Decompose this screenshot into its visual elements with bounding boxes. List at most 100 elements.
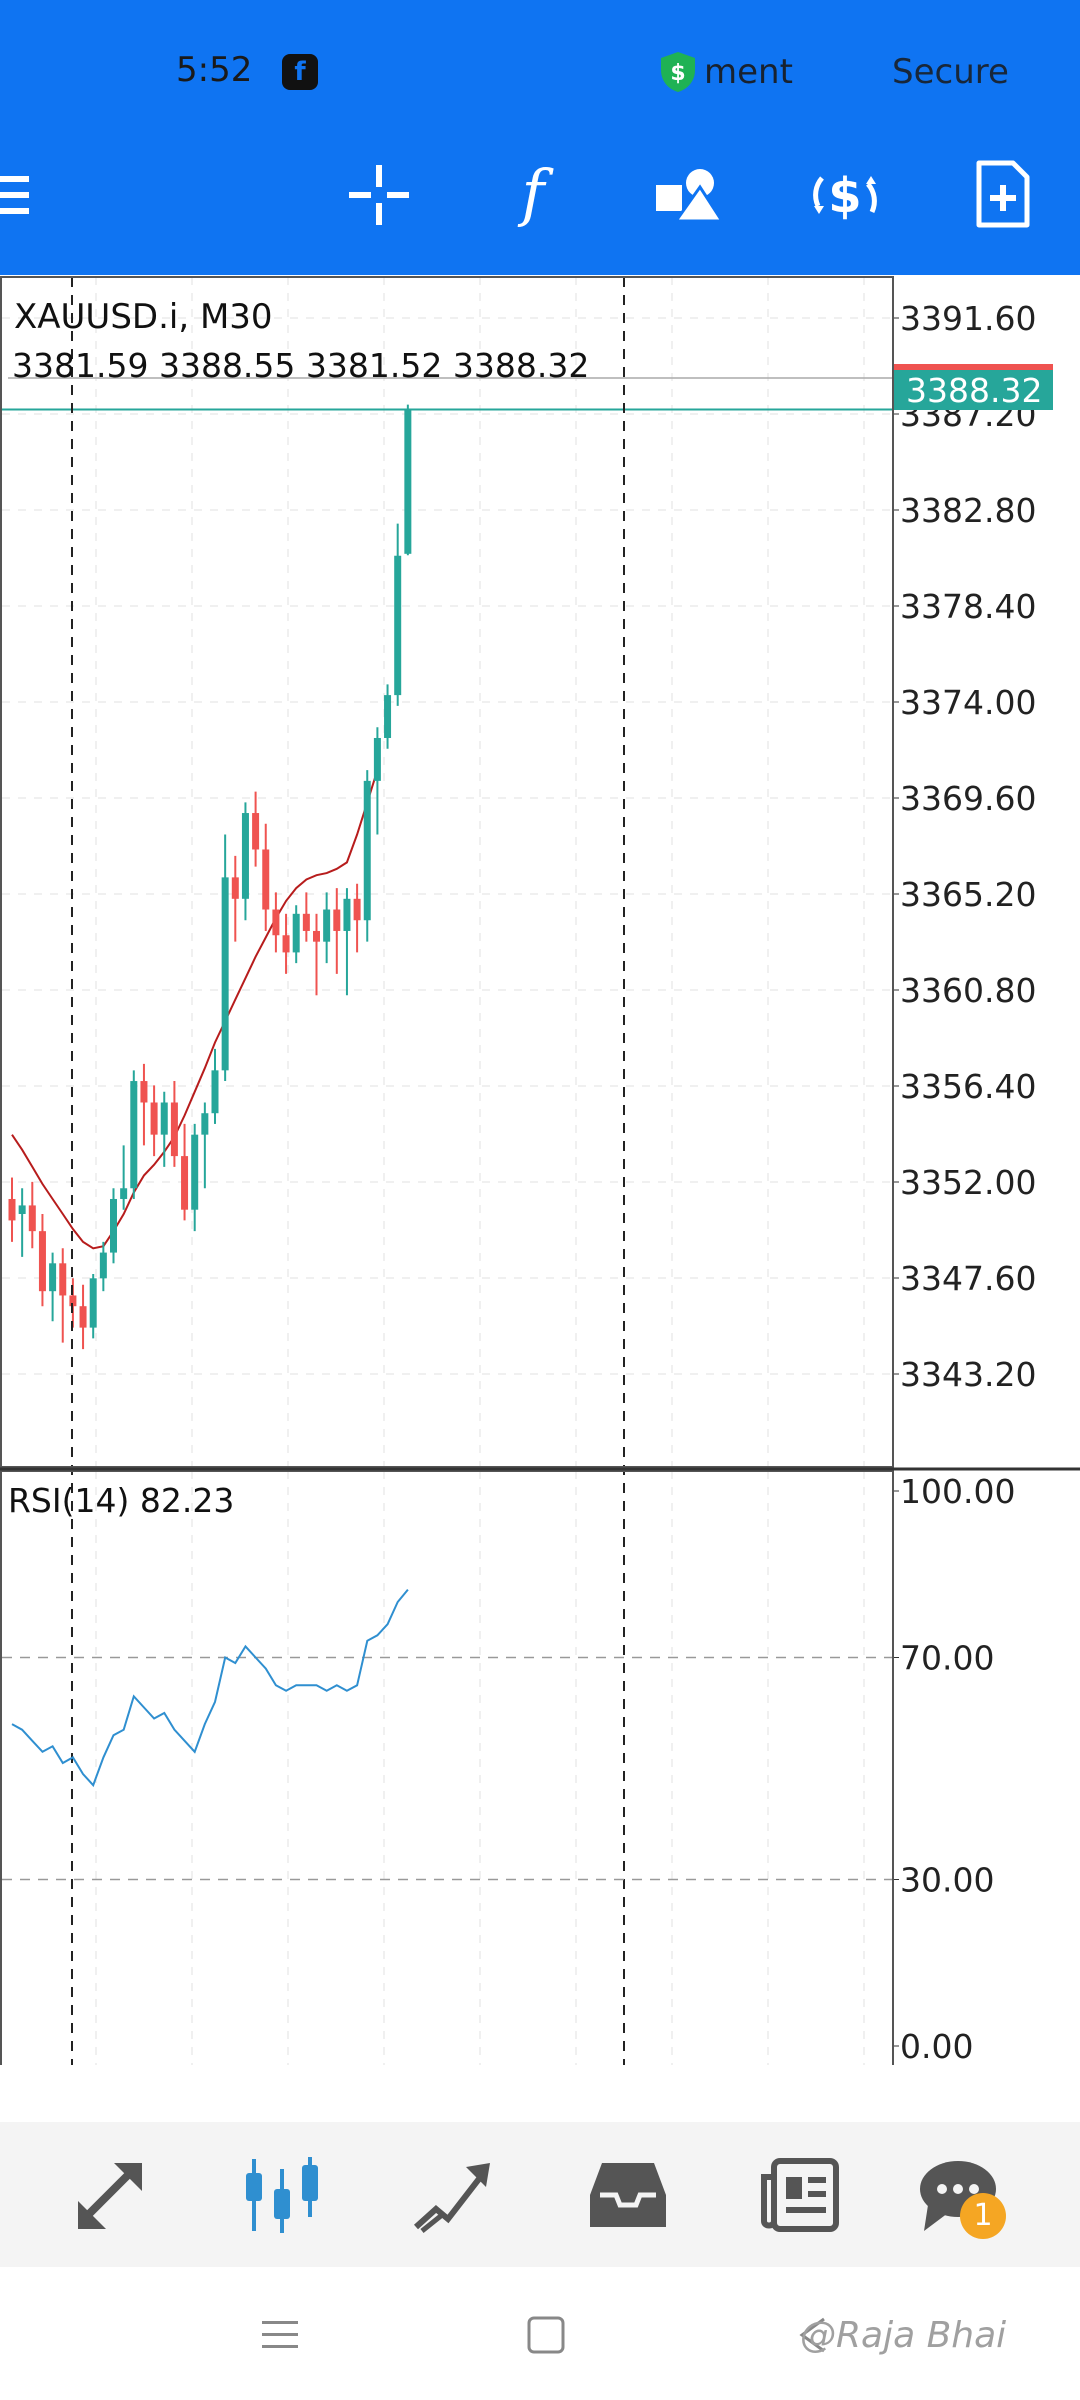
candle-bear xyxy=(302,913,310,931)
status-secure-text: Secure xyxy=(892,52,1009,92)
crosshair-icon xyxy=(349,165,409,225)
current-price-badge xyxy=(893,370,1053,410)
candle-bull xyxy=(384,695,392,738)
rsi-tick-label: 100.00 xyxy=(900,1472,1015,1511)
recent-apps-icon xyxy=(262,2321,298,2348)
news-icon xyxy=(761,2158,839,2232)
candle-bear xyxy=(170,1102,178,1157)
quotes-icon xyxy=(78,2163,142,2229)
candle-bear xyxy=(252,813,260,850)
candle-bull xyxy=(110,1198,117,1253)
chart-icon xyxy=(246,2157,318,2233)
price-tick-label: 3360.80 xyxy=(900,971,1036,1010)
candle-bear xyxy=(38,1231,46,1292)
candle-bull xyxy=(211,1070,219,1114)
price-tick-label: 3352.00 xyxy=(900,1163,1036,1202)
candle-bull xyxy=(99,1252,107,1279)
candle-bear xyxy=(272,909,280,936)
candle-bull xyxy=(221,877,229,1071)
current-price-label: 3388.32 xyxy=(906,371,1042,410)
symbol-label: XAUUSD.i, M30 xyxy=(14,297,273,337)
candle-bull xyxy=(363,780,371,921)
home-button[interactable] xyxy=(506,2300,586,2370)
candle-bull xyxy=(49,1263,57,1292)
objects-icon xyxy=(656,169,724,223)
new-order-button[interactable] xyxy=(958,150,1048,240)
candle-bull xyxy=(343,898,351,931)
price-tick-label: 3347.60 xyxy=(900,1259,1036,1298)
candle-bear xyxy=(353,898,361,921)
price-panel-frame xyxy=(0,276,894,1468)
candle-bear xyxy=(313,930,320,942)
rsi-line xyxy=(11,1588,409,1788)
nav-news[interactable] xyxy=(750,2150,850,2240)
crosshair-button[interactable] xyxy=(334,150,424,240)
candle-bull xyxy=(130,1081,138,1189)
indicators-button[interactable]: f xyxy=(488,150,578,240)
candle-bear xyxy=(282,935,290,953)
price-tick-label: 3365.20 xyxy=(900,875,1036,914)
svg-text:f: f xyxy=(518,160,555,229)
objects-button[interactable] xyxy=(644,150,734,240)
candle-bear xyxy=(140,1081,148,1103)
chart-toolbar xyxy=(0,145,1080,275)
back-button[interactable] xyxy=(774,2300,854,2370)
candle-bull xyxy=(323,909,331,942)
rsi-tick-label: 30.00 xyxy=(900,1861,994,1900)
moving-average-line xyxy=(11,769,379,1250)
history-icon xyxy=(590,2163,666,2227)
candle-bull xyxy=(201,1113,209,1135)
svg-text:$: $ xyxy=(670,61,685,86)
watermark: @Raja Bhai xyxy=(800,2315,1007,2356)
nav-trade[interactable] xyxy=(404,2150,504,2240)
menu-icon xyxy=(0,176,29,214)
price-tick-label: 3369.60 xyxy=(900,779,1036,818)
candle-bear xyxy=(181,1156,189,1210)
price-tick-label: 3382.80 xyxy=(900,491,1036,530)
back-icon xyxy=(799,2317,825,2353)
shield-dollar-icon: $ xyxy=(661,52,695,92)
rsi-panel-frame xyxy=(0,1470,894,2065)
candle-bear xyxy=(150,1102,158,1135)
home-icon xyxy=(527,2316,565,2354)
candle-bull xyxy=(160,1102,168,1135)
candle-bear xyxy=(262,849,270,910)
candle-bear xyxy=(8,1198,16,1221)
candle-bull xyxy=(120,1188,128,1199)
price-tick-label: 3378.40 xyxy=(900,587,1036,626)
indicators-icon: f xyxy=(518,160,555,229)
status-bar: 5:52 f $ ment Secure xyxy=(0,0,1080,145)
recent-apps-button[interactable] xyxy=(240,2300,320,2370)
svg-text:$: $ xyxy=(828,168,861,224)
candle-bull xyxy=(18,1205,26,1214)
candle-bull xyxy=(404,409,412,554)
trade-icon xyxy=(413,2163,490,2233)
facebook-app-icon: f xyxy=(282,54,318,90)
candle-bear xyxy=(59,1263,67,1296)
rsi-tick-label: 70.00 xyxy=(900,1639,994,1678)
rsi-tick-label: 0.00 xyxy=(900,2027,973,2065)
candle-bear xyxy=(231,877,239,899)
price-chart[interactable]: 3391.603387.203382.803378.403374.003369.… xyxy=(0,275,1080,2065)
nav-quotes[interactable] xyxy=(60,2150,160,2240)
trade-dollar-button[interactable]: $ xyxy=(800,150,890,240)
candle-bull xyxy=(89,1278,97,1328)
candle-bear xyxy=(333,909,341,931)
candle-bull xyxy=(394,555,402,696)
rsi-label: RSI(14) 82.23 xyxy=(8,1481,234,1520)
status-time: 5:52 xyxy=(176,50,253,90)
status-payment-text: ment xyxy=(704,52,793,92)
menu-button[interactable] xyxy=(0,150,70,240)
candle-bear xyxy=(69,1295,77,1307)
price-tick-label: 3356.40 xyxy=(900,1067,1036,1106)
nav-chart[interactable] xyxy=(232,2150,332,2240)
new-document-icon xyxy=(976,160,1030,228)
candle-bull xyxy=(292,913,300,953)
chart-background xyxy=(0,275,1080,2065)
price-tick-label: 3343.20 xyxy=(900,1355,1036,1394)
messages-badge: 1 xyxy=(960,2193,1006,2239)
trade-dollar-icon: $ xyxy=(813,168,877,224)
candle-bear xyxy=(79,1306,87,1328)
nav-history[interactable] xyxy=(578,2150,678,2240)
candle-bull xyxy=(373,737,381,781)
